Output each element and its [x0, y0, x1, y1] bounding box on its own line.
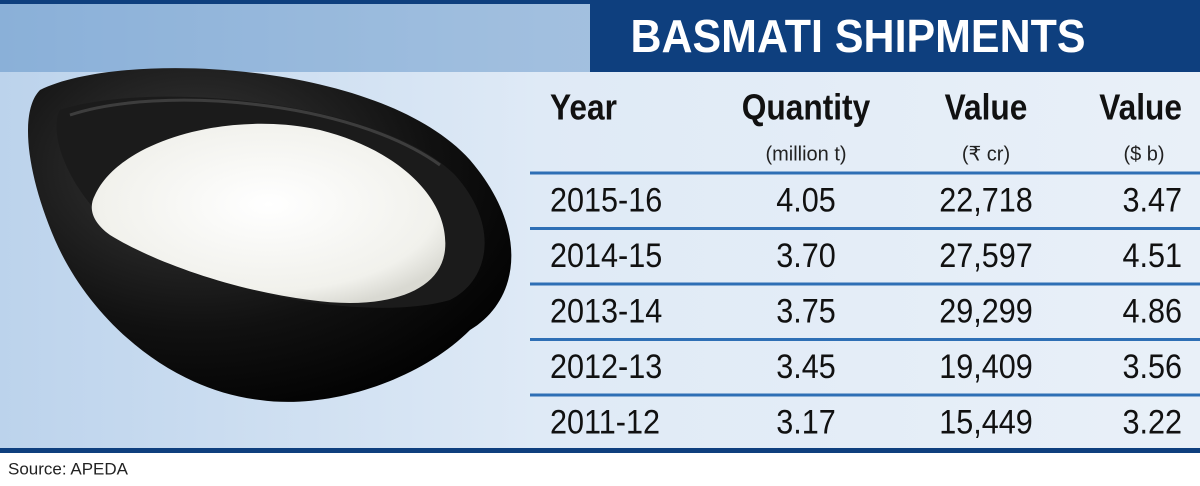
source-note: Source: APEDA [8, 459, 129, 478]
column-header: Year [550, 88, 617, 128]
column-header: Value [1099, 88, 1182, 128]
bowl-image [27, 68, 512, 402]
table-cell: 29,299 [939, 292, 1033, 330]
title-box [590, 0, 1200, 72]
column-unit: (₹ cr) [962, 143, 1010, 165]
table-cell: 19,409 [939, 348, 1033, 386]
table-cell: 3.22 [1122, 403, 1182, 441]
table-cell: 2014-15 [550, 237, 662, 275]
table-cell: 22,718 [939, 181, 1033, 219]
table-cell: 2012-13 [550, 348, 662, 386]
table-cell: 3.70 [776, 237, 836, 275]
bottom-rule [0, 448, 1200, 453]
column-header: Quantity [742, 88, 871, 128]
table-cell: 2013-14 [550, 292, 662, 330]
table-cell: 2015-16 [550, 181, 662, 219]
table-cell: 3.56 [1122, 348, 1182, 386]
table-cell: 3.47 [1122, 181, 1182, 219]
table-cell: 4.05 [776, 181, 836, 219]
table-cell: 2011-12 [550, 403, 660, 441]
column-header: Value [945, 88, 1028, 128]
table-cell: 4.86 [1122, 292, 1182, 330]
table-cell: 27,597 [939, 237, 1033, 275]
title: BASMATI SHIPMENTS [631, 10, 1086, 62]
table-cell: 3.17 [776, 403, 836, 441]
data-table: Year Quantity (million t) Value (₹ cr) Value (… [530, 88, 1200, 441]
column-unit: ($ b) [1123, 143, 1164, 165]
table-cell: 3.75 [776, 292, 836, 330]
table-cell: 15,449 [939, 403, 1033, 441]
table-cell: 3.45 [776, 348, 836, 386]
column-unit: (million t) [765, 143, 846, 165]
table-cell: 4.51 [1122, 237, 1182, 275]
